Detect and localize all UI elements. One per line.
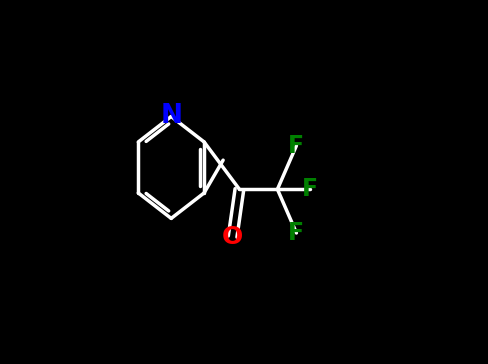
Text: F: F: [288, 221, 305, 245]
Text: F: F: [302, 177, 318, 201]
Text: O: O: [222, 225, 243, 249]
Text: F: F: [288, 134, 305, 158]
Text: N: N: [160, 103, 182, 130]
